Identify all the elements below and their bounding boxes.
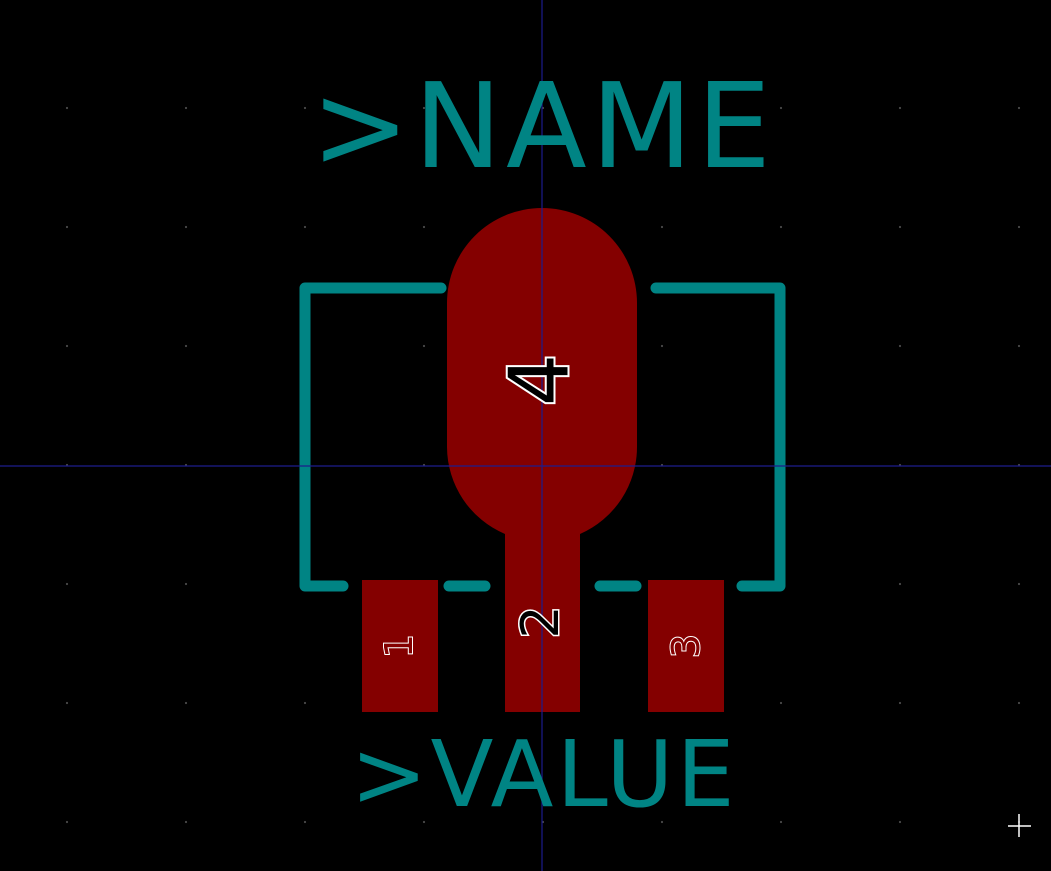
grid-dot: [303, 225, 307, 229]
grid-dot: [898, 106, 902, 110]
grid-dot: [422, 106, 426, 110]
pad-3[interactable]: [648, 580, 724, 712]
grid-dot: [660, 225, 664, 229]
grid-dot: [303, 106, 307, 110]
grid-dot: [65, 225, 69, 229]
grid-dot: [184, 820, 188, 824]
grid-dot: [779, 701, 783, 705]
pad-number-3: 3: [664, 634, 708, 658]
grid-dot: [660, 344, 664, 348]
grid-dot: [65, 582, 69, 586]
value-label[interactable]: >VALUE: [350, 721, 737, 828]
grid-dot: [898, 344, 902, 348]
silk-right-bracket: [650, 282, 786, 592]
grid-dot: [1017, 344, 1021, 348]
grid-dot: [184, 582, 188, 586]
pad-number-2: 2: [511, 605, 571, 638]
silk-left-bracket: [299, 282, 447, 592]
grid-dot: [422, 820, 426, 824]
cursor-crosshair-icon: [1008, 814, 1031, 837]
grid-dot: [65, 344, 69, 348]
silkscreen-outline: [299, 282, 786, 592]
grid-dot: [65, 106, 69, 110]
pad-number-4: 4: [493, 354, 588, 406]
grid-dot: [184, 701, 188, 705]
grid-dot: [779, 820, 783, 824]
grid-dot: [779, 106, 783, 110]
grid-dot: [303, 701, 307, 705]
grid-dot: [184, 344, 188, 348]
grid-dot: [184, 106, 188, 110]
grid-dot: [898, 820, 902, 824]
grid-dot: [65, 820, 69, 824]
grid-dot: [898, 701, 902, 705]
pad-number-1: 1: [377, 634, 421, 658]
grid-dot: [1017, 582, 1021, 586]
reference-name-label[interactable]: >NAME: [311, 57, 775, 195]
grid-dot: [1017, 225, 1021, 229]
grid-dot: [779, 225, 783, 229]
grid-dot: [898, 582, 902, 586]
pad-1[interactable]: [362, 580, 438, 712]
grid-dot: [660, 820, 664, 824]
grid-dot: [660, 106, 664, 110]
grid-dot: [1017, 106, 1021, 110]
grid-dot: [303, 820, 307, 824]
grid-dot: [184, 225, 188, 229]
pad-numbers: 4 2 1 3: [376, 352, 709, 659]
grid-dot: [1017, 701, 1021, 705]
grid-dot: [65, 701, 69, 705]
grid-dot: [422, 344, 426, 348]
grid-dot: [422, 225, 426, 229]
grid-dot: [898, 225, 902, 229]
